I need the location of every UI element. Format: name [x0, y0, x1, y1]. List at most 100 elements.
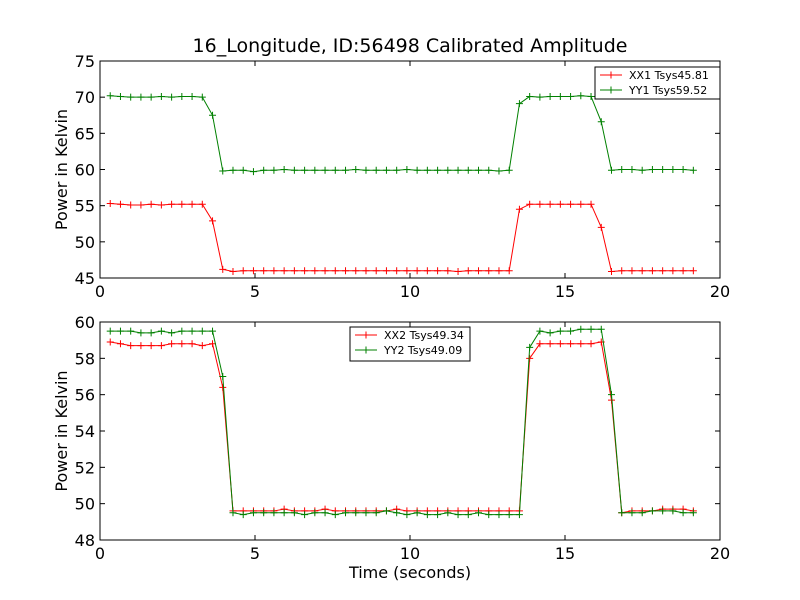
- data-point: [638, 166, 646, 174]
- data-point: [270, 267, 278, 275]
- data-point: [587, 200, 595, 208]
- data-point: [311, 509, 319, 517]
- data-point: [423, 267, 431, 275]
- data-point: [168, 329, 176, 337]
- data-point: [608, 166, 615, 174]
- data-point: [597, 223, 605, 231]
- data-point: [546, 340, 554, 348]
- data-point: [168, 93, 176, 101]
- data-point: [669, 166, 677, 173]
- data-point: [679, 509, 687, 517]
- data-point: [628, 166, 636, 173]
- data-point: [168, 200, 176, 208]
- data-point: [198, 342, 206, 350]
- y-tick-label: 52: [75, 458, 95, 477]
- data-point: [556, 340, 564, 348]
- legend-marker: [362, 346, 370, 354]
- data-point: [342, 267, 350, 275]
- y-tick-label: 65: [75, 124, 95, 143]
- data-point: [372, 267, 380, 275]
- chart-title: 16_Longitude, ID:56498 Calibrated Amplit…: [193, 35, 628, 57]
- legend-label: YY2 Tsys49.09: [383, 344, 462, 357]
- data-point: [219, 373, 227, 380]
- data-point: [464, 267, 472, 275]
- data-point: [342, 509, 350, 517]
- data-point: [393, 509, 401, 517]
- x-tick-label: 0: [95, 544, 105, 563]
- legend-marker: [607, 86, 615, 94]
- data-point: [638, 267, 646, 275]
- data-point: [444, 509, 452, 517]
- data-point: [219, 265, 227, 273]
- x-tick-label: 15: [555, 282, 575, 301]
- data-point: [280, 509, 288, 517]
- data-point: [444, 267, 452, 275]
- data-point: [567, 200, 575, 208]
- data-point: [413, 166, 421, 174]
- y-tick-label: 50: [75, 495, 95, 514]
- data-point: [475, 166, 483, 174]
- data-point: [301, 166, 309, 174]
- data-point: [403, 511, 411, 519]
- data-point: [638, 509, 646, 517]
- data-point: [689, 166, 697, 174]
- data-point: [659, 267, 667, 275]
- data-point: [475, 509, 483, 517]
- data-point: [157, 201, 165, 209]
- data-point: [567, 92, 575, 100]
- data-point: [249, 267, 257, 275]
- data-point: [444, 166, 452, 174]
- data-point: [546, 92, 554, 100]
- data-point: [229, 267, 237, 275]
- data-point: [311, 166, 319, 174]
- data-point: [608, 267, 615, 275]
- data-point: [485, 267, 493, 275]
- data-point: [147, 93, 155, 101]
- y-tick-label: 48: [75, 531, 95, 550]
- series-line-2: [110, 328, 694, 516]
- data-point: [587, 92, 595, 100]
- data-point: [577, 200, 585, 208]
- data-point: [546, 329, 554, 337]
- data-point: [362, 267, 370, 275]
- y-tick-label: 50: [75, 233, 95, 252]
- data-point: [116, 200, 124, 208]
- data-point: [311, 267, 319, 275]
- data-point: [321, 509, 329, 517]
- x-tick-label: 15: [555, 544, 575, 563]
- y-tick-label: 75: [75, 52, 95, 71]
- data-point: [260, 509, 268, 517]
- data-point: [567, 340, 575, 348]
- data-point: [147, 200, 155, 208]
- data-point: [659, 166, 667, 173]
- data-point: [403, 166, 411, 173]
- data-point: [413, 509, 421, 517]
- data-point: [382, 507, 390, 515]
- data-point: [178, 200, 186, 208]
- series-line-1: [110, 202, 694, 273]
- data-point: [648, 267, 656, 275]
- data-point: [423, 166, 431, 174]
- data-point: [198, 200, 206, 208]
- data-point: [260, 166, 268, 174]
- legend-marker: [362, 331, 370, 339]
- data-point: [434, 511, 442, 519]
- data-point: [689, 509, 697, 517]
- data-point: [157, 327, 165, 335]
- data-point: [587, 340, 595, 348]
- data-point: [505, 267, 513, 275]
- data-point: [454, 267, 462, 275]
- data-point: [188, 200, 196, 208]
- data-point: [219, 167, 227, 175]
- data-point: [127, 201, 135, 209]
- data-point: [434, 166, 442, 174]
- data-point: [301, 511, 309, 519]
- data-point: [689, 267, 697, 275]
- data-point: [526, 200, 534, 208]
- data-point: [669, 267, 677, 275]
- data-point: [239, 267, 247, 275]
- x-tick-label: 5: [250, 282, 260, 301]
- data-point: [485, 166, 493, 174]
- data-point: [577, 325, 585, 333]
- data-point: [127, 327, 135, 335]
